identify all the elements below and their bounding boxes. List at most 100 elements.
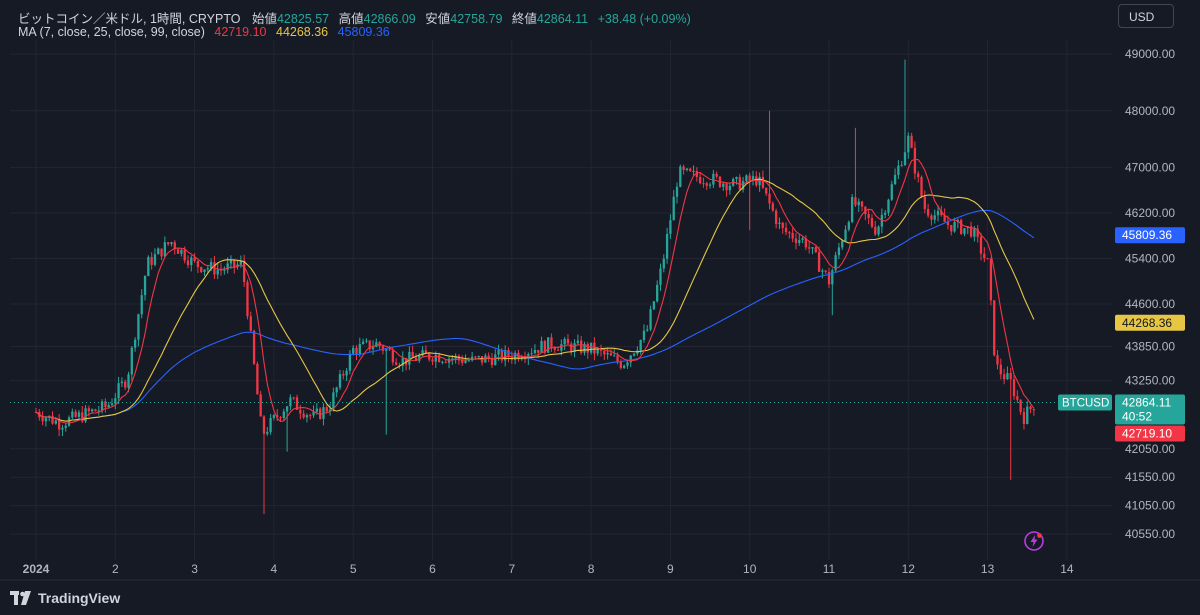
candle-body[interactable] [408,351,411,365]
candle-body[interactable] [226,263,229,270]
candle-body[interactable] [930,215,933,220]
candle-body[interactable] [223,269,226,271]
candle-body[interactable] [632,353,636,356]
candle-body[interactable] [375,342,378,347]
candle-body[interactable] [500,350,504,361]
candle-body[interactable] [996,355,999,365]
candle-body[interactable] [722,183,725,187]
candle-body[interactable] [804,238,808,248]
candle-body[interactable] [124,381,127,388]
candle-body[interactable] [494,354,497,366]
candle-body[interactable] [97,410,100,412]
candle-body[interactable] [64,425,67,428]
candle-body[interactable] [150,257,153,265]
candle-body[interactable] [196,260,200,268]
candle-body[interactable] [229,259,233,264]
candle-body[interactable] [272,415,276,419]
candle-body[interactable] [190,257,193,266]
candle-body[interactable] [520,358,523,360]
price-axis[interactable] [1112,0,1200,615]
candle-body[interactable] [57,420,61,430]
candle-body[interactable] [622,365,626,368]
candle-body[interactable] [110,403,114,406]
candle-body[interactable] [685,168,689,171]
candle-body[interactable] [381,346,385,351]
candle-body[interactable] [781,222,784,228]
candle-body[interactable] [302,413,305,418]
candle-body[interactable] [365,340,368,342]
candle-body[interactable] [289,397,292,407]
candle-body[interactable] [903,152,907,166]
candle-body[interactable] [243,260,246,283]
candle-body[interactable] [765,187,768,194]
candle-body[interactable] [276,415,279,418]
candle-body[interactable] [143,275,147,296]
candle-body[interactable] [1026,406,1029,424]
candle-body[interactable] [183,249,186,261]
candle-body[interactable] [388,349,391,351]
candle-body[interactable] [936,210,940,216]
candle-body[interactable] [824,270,827,272]
candle-body[interactable] [778,222,781,225]
candle-body[interactable] [398,364,401,366]
candle-body[interactable] [1019,399,1022,412]
candle-body[interactable] [279,417,282,419]
candle-body[interactable] [933,215,936,220]
candle-body[interactable] [986,258,989,260]
candle-body[interactable] [784,227,788,233]
candle-body[interactable] [983,253,986,259]
candle-body[interactable] [560,344,563,351]
candle-body[interactable] [665,233,669,259]
candle-body[interactable] [596,348,599,354]
candle-body[interactable] [837,247,841,256]
candle-body[interactable] [352,347,355,354]
candle-body[interactable] [695,170,698,178]
candle-body[interactable] [319,408,322,419]
candle-body[interactable] [259,394,262,417]
candle-body[interactable] [705,183,708,186]
candle-body[interactable] [917,173,920,178]
candle-body[interactable] [821,270,824,272]
candle-body[interactable] [305,415,309,418]
candle-body[interactable] [725,183,728,191]
candle-body[interactable] [893,174,897,185]
candle-body[interactable] [920,177,923,197]
candle-body[interactable] [444,361,447,363]
candle-body[interactable] [801,238,804,241]
candle-body[interactable] [292,397,295,399]
candle-body[interactable] [328,409,332,412]
candle-body[interactable] [1032,409,1036,411]
candle-body[interactable] [180,249,183,254]
candle-body[interactable] [368,340,371,350]
candle-body[interactable] [662,258,665,269]
candle-body[interactable] [504,350,507,361]
candle-body[interactable] [299,409,302,414]
candle-body[interactable] [900,165,903,167]
candle-body[interactable] [1029,406,1032,410]
candle-body[interactable] [203,269,206,272]
candle-body[interactable] [51,415,54,424]
candle-body[interactable] [418,355,421,361]
candle-body[interactable] [206,268,209,270]
candle-body[interactable] [573,343,576,353]
candle-body[interactable] [1002,374,1006,380]
candle-body[interactable] [394,362,398,365]
candle-body[interactable] [127,374,130,388]
candle-body[interactable] [77,412,81,417]
candle-body[interactable] [1022,411,1026,424]
candle-body[interactable] [54,420,57,424]
candle-body[interactable] [540,341,543,353]
candle-body[interactable] [566,338,570,344]
candle-body[interactable] [950,225,953,232]
candle-body[interactable] [461,359,464,363]
candle-body[interactable] [940,210,943,216]
candle-body[interactable] [160,248,163,257]
candle-body[interactable] [120,381,124,384]
candle-body[interactable] [890,184,893,200]
candle-body[interactable] [262,416,266,434]
candle-body[interactable] [999,364,1002,375]
tradingview-logo[interactable]: TradingView [10,588,120,608]
candle-body[interactable] [877,226,880,235]
candle-body[interactable] [44,417,48,422]
